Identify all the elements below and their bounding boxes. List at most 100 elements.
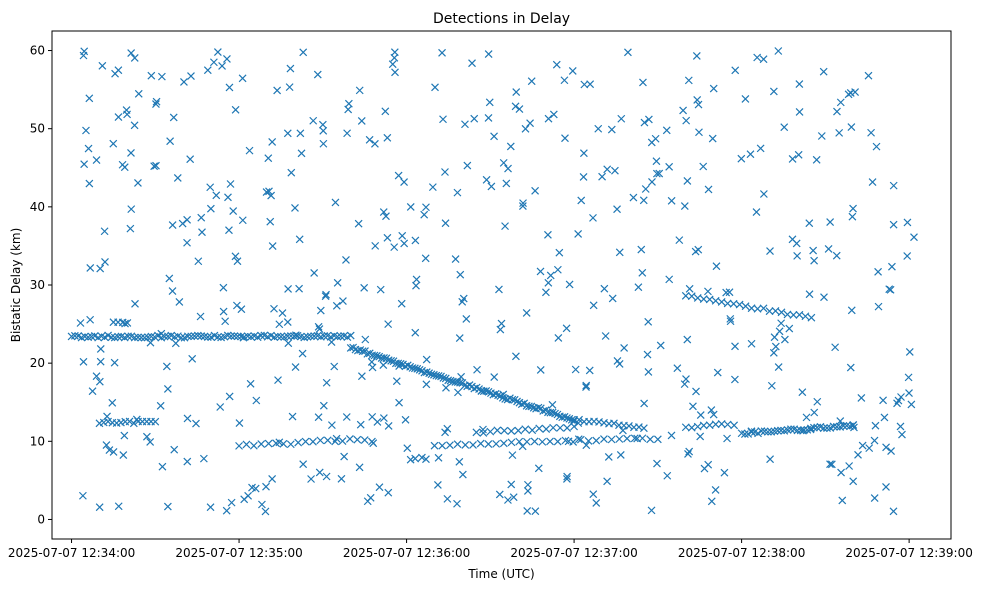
data-point bbox=[687, 292, 696, 301]
data-point bbox=[563, 423, 572, 432]
data-point bbox=[817, 132, 826, 140]
data-point bbox=[907, 400, 916, 409]
data-point bbox=[704, 185, 713, 194]
data-point bbox=[521, 124, 530, 133]
data-point bbox=[361, 335, 370, 344]
data-point bbox=[531, 186, 540, 195]
data-point bbox=[618, 426, 627, 435]
data-point bbox=[238, 74, 247, 83]
data-point bbox=[534, 403, 543, 412]
data-point bbox=[616, 450, 625, 459]
data-point bbox=[680, 380, 689, 389]
data-point bbox=[110, 358, 119, 367]
data-point bbox=[221, 317, 230, 326]
data-point bbox=[319, 401, 328, 410]
data-point bbox=[283, 129, 292, 138]
data-point bbox=[601, 332, 610, 340]
data-point bbox=[114, 113, 123, 121]
data-point bbox=[508, 451, 517, 460]
data-point bbox=[498, 393, 507, 402]
data-point bbox=[640, 118, 649, 127]
data-point bbox=[192, 419, 200, 428]
data-point bbox=[168, 287, 177, 295]
data-point bbox=[603, 165, 612, 174]
data-point bbox=[494, 391, 502, 400]
data-point bbox=[355, 86, 364, 95]
data-point bbox=[318, 120, 327, 129]
data-point bbox=[683, 177, 692, 185]
data-point bbox=[338, 437, 347, 446]
data-point bbox=[903, 252, 912, 260]
data-point bbox=[833, 107, 841, 116]
data-point bbox=[194, 257, 203, 266]
data-point bbox=[187, 72, 195, 80]
data-point bbox=[711, 296, 720, 305]
data-point bbox=[589, 490, 598, 499]
data-point bbox=[812, 155, 821, 164]
data-point bbox=[630, 434, 639, 443]
data-point bbox=[548, 400, 557, 409]
data-point bbox=[846, 88, 855, 97]
data-point bbox=[130, 121, 139, 130]
data-point bbox=[109, 139, 118, 148]
data-point bbox=[342, 256, 350, 264]
data-point bbox=[206, 204, 215, 213]
data-point bbox=[363, 497, 372, 506]
data-point bbox=[889, 181, 898, 190]
data-point bbox=[667, 431, 676, 440]
data-point bbox=[468, 59, 476, 68]
data-point bbox=[511, 102, 520, 111]
data-point bbox=[272, 439, 280, 448]
data-point bbox=[730, 421, 739, 430]
data-point bbox=[592, 436, 601, 445]
data-point bbox=[277, 332, 285, 341]
data-point bbox=[534, 464, 543, 473]
data-point bbox=[803, 425, 812, 434]
data-point bbox=[707, 406, 716, 414]
data-point bbox=[267, 191, 276, 200]
data-point bbox=[638, 268, 647, 277]
data-point bbox=[372, 351, 381, 360]
data-point bbox=[754, 429, 762, 438]
data-point bbox=[740, 430, 749, 438]
data-point bbox=[119, 451, 128, 460]
data-point bbox=[462, 314, 471, 323]
data-point bbox=[527, 402, 536, 411]
data-point bbox=[114, 332, 123, 341]
data-point bbox=[561, 134, 569, 143]
data-point bbox=[511, 352, 520, 361]
data-point bbox=[722, 288, 731, 297]
data-point bbox=[392, 377, 401, 386]
data-point bbox=[699, 421, 708, 430]
data-point bbox=[102, 441, 111, 449]
data-point bbox=[831, 343, 840, 352]
data-point bbox=[257, 331, 265, 340]
data-point bbox=[910, 233, 918, 242]
data-point bbox=[700, 464, 709, 473]
data-point bbox=[309, 116, 318, 125]
data-point bbox=[720, 468, 729, 477]
data-point bbox=[183, 414, 192, 423]
data-point bbox=[225, 392, 234, 401]
data-point bbox=[441, 219, 450, 228]
data-point bbox=[397, 299, 406, 308]
data-point bbox=[794, 150, 803, 159]
data-point bbox=[237, 305, 246, 314]
data-point bbox=[458, 297, 467, 306]
data-point bbox=[95, 503, 104, 512]
data-point bbox=[427, 370, 436, 379]
data-point bbox=[206, 183, 215, 192]
y-tick-label: 50 bbox=[30, 122, 45, 136]
data-point bbox=[473, 365, 481, 374]
data-point bbox=[441, 428, 449, 437]
data-point bbox=[765, 307, 774, 316]
data-point bbox=[638, 434, 647, 443]
data-point bbox=[96, 357, 105, 366]
data-point bbox=[708, 134, 717, 143]
data-point bbox=[880, 413, 889, 422]
data-point bbox=[644, 317, 653, 326]
data-point bbox=[188, 354, 197, 363]
data-point bbox=[278, 309, 287, 317]
data-point bbox=[832, 422, 841, 431]
data-point bbox=[431, 83, 439, 92]
